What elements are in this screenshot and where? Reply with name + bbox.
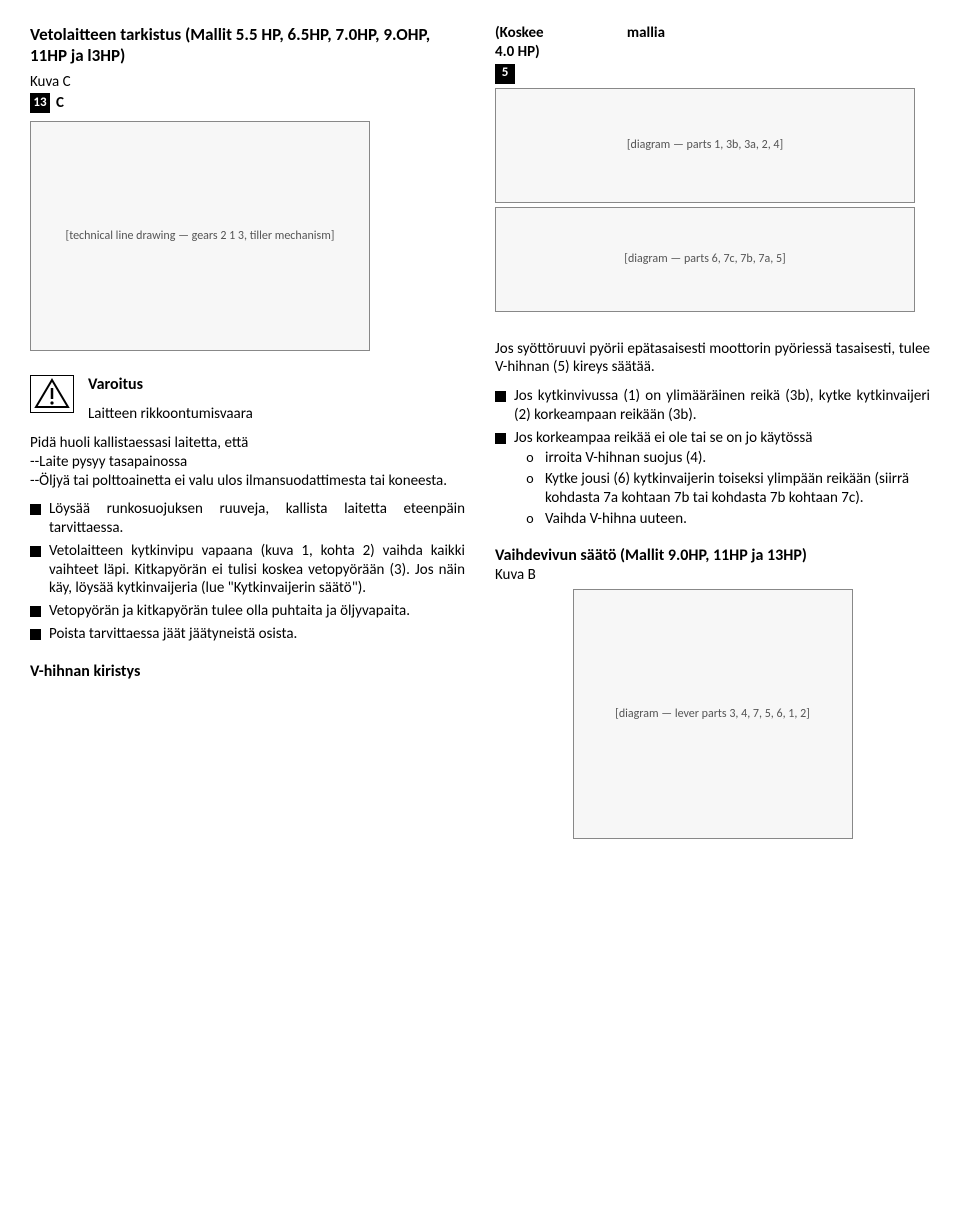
left-column: Vetolaitteen tarkistus (Mallit 5.5 HP, 6… <box>30 24 465 839</box>
warning-subtitle: Laitteen rikkoontumisvaara <box>88 405 253 424</box>
square-bullet-icon <box>30 546 41 557</box>
sub-item-text: irroita V-hihnan suojus (4). <box>545 449 706 468</box>
koskee-label: (Koskee <box>495 24 544 43</box>
square-bullet-icon <box>30 629 41 640</box>
square-bullet-icon <box>30 504 41 515</box>
bullet-text: Vetopyörän ja kitkapyörän tulee olla puh… <box>49 602 410 621</box>
warning-paragraph: Pidä huoli kallistaessasi laitetta, että… <box>30 434 465 490</box>
sub-item-text: Vaihda V-hihna uuteen. <box>545 510 687 529</box>
list-item: Jos korkeampaa reikää ei ole tai se on j… <box>495 429 930 448</box>
circle-bullet-icon: o <box>523 510 537 528</box>
page-title: Vetolaitteen tarkistus (Mallit 5.5 HP, 6… <box>30 24 465 67</box>
sub-item-text: Kytke jousi (6) kytkinvaijerin toiseksi … <box>545 470 930 508</box>
sub-list-item: o irroita V-hihnan suojus (4). <box>523 449 930 468</box>
badge-row-5: 5 <box>495 64 930 84</box>
diagram-belt-bottom: [diagram — parts 6, 7c, 7b, 7a, 5] <box>495 207 915 312</box>
mallia-label: mallia <box>627 24 665 43</box>
badge-letter-c: C <box>56 94 64 113</box>
vaihde-heading: Vaihdevivun säätö (Mallit 9.0HP, 11HP ja… <box>495 546 930 566</box>
badge-row-13c: 13 C <box>30 93 465 113</box>
kuva-b-label: Kuva B <box>495 566 930 585</box>
warning-block: Varoitus Laitteen rikkoontumisvaara <box>30 375 465 424</box>
bullet-text: Jos korkeampaa reikää ei ole tai se on j… <box>514 429 812 448</box>
square-bullet-icon <box>30 606 41 617</box>
warning-title: Varoitus <box>88 375 253 395</box>
bullet-text: Poista tarvittaessa jäät jäätyneistä osi… <box>49 625 297 644</box>
list-item: Jos kytkinvivussa (1) on ylimääräinen re… <box>495 387 930 425</box>
circle-bullet-icon: o <box>523 449 537 467</box>
koskee-mallia-row: (Koskee mallia <box>495 24 665 43</box>
vhihna-heading: V-hihnan kiristys <box>30 662 465 682</box>
badge-5: 5 <box>495 64 515 84</box>
bullet-text: Jos kytkinvivussa (1) on ylimääräinen re… <box>514 387 930 425</box>
intro-paragraph: Jos syöttöruuvi pyörii epätasaisesti moo… <box>495 340 930 378</box>
list-item: Löysää runkosuojuksen ruuveja, kallista … <box>30 500 465 538</box>
sub-list-item: o Kytke jousi (6) kytkinvaijerin toiseks… <box>523 470 930 508</box>
diagram-gears: [technical line drawing — gears 2 1 3, t… <box>30 121 370 351</box>
list-item: Poista tarvittaessa jäät jäätyneistä osi… <box>30 625 465 644</box>
diagram-lever: [diagram — lever parts 3, 4, 7, 5, 6, 1,… <box>573 589 853 839</box>
list-item: Vetopyörän ja kitkapyörän tulee olla puh… <box>30 602 465 621</box>
left-bullet-list: Löysää runkosuojuksen ruuveja, kallista … <box>30 500 465 643</box>
bullet-text: Löysää runkosuojuksen ruuveja, kallista … <box>49 500 465 538</box>
badge-13: 13 <box>30 93 50 113</box>
warning-triangle-icon <box>30 375 74 413</box>
right-column: (Koskee mallia 4.0 HP) 5 [diagram — part… <box>495 24 930 839</box>
square-bullet-icon <box>495 391 506 402</box>
sub-list-item: o Vaihda V-hihna uuteen. <box>523 510 930 529</box>
circle-bullet-icon: o <box>523 470 537 488</box>
right-bullet-list: Jos kytkinvivussa (1) on ylimääräinen re… <box>495 387 930 447</box>
bullet-text: Vetolaitteen kytkinvipu vapaana (kuva 1,… <box>49 542 465 598</box>
kuva-c-label: Kuva C <box>30 73 465 92</box>
list-item: Vetolaitteen kytkinvipu vapaana (kuva 1,… <box>30 542 465 598</box>
diagram-belt-top: [diagram — parts 1, 3b, 3a, 2, 4] <box>495 88 915 203</box>
hp-label: 4.0 HP) <box>495 43 930 62</box>
sub-list: o irroita V-hihnan suojus (4). o Kytke j… <box>523 449 930 528</box>
square-bullet-icon <box>495 433 506 444</box>
